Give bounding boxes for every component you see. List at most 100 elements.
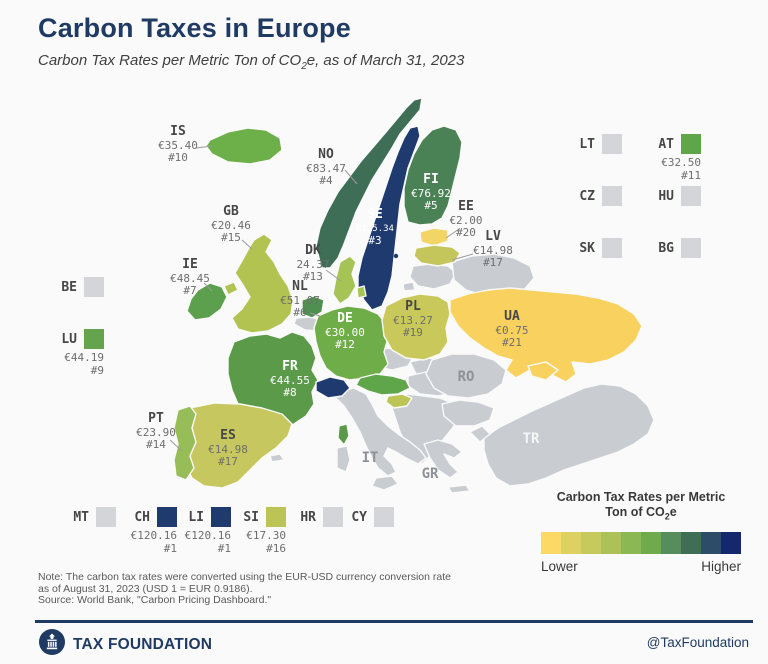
map-label-pl: PL €13.27 #19 <box>393 299 433 339</box>
footnote-line: as of August 31, 2023 (USD 1 = EUR 0.918… <box>38 582 253 595</box>
footnote-line: Source: World Bank, "Carbon Pricing Dash… <box>38 594 272 606</box>
legend-higher-label: Higher <box>701 558 741 574</box>
country-austria <box>355 373 411 396</box>
country-code: LU <box>61 331 77 347</box>
country-bulgaria <box>441 399 495 427</box>
legend-swatch <box>661 531 681 554</box>
country-latvia <box>413 244 461 267</box>
page-title: Carbon Taxes in Europe <box>38 13 351 43</box>
legend-swatch <box>721 531 741 554</box>
swatch-item-lt: LT <box>579 134 622 154</box>
legend-end-labels: Lower Higher <box>541 559 741 574</box>
legend-gradient-bar <box>541 531 741 554</box>
footnote: Note: The carbon tax rates were converte… <box>38 571 451 607</box>
map-label-pt: PT €23.90 #14 <box>136 411 176 451</box>
brand-name: TAX FOUNDATION <box>73 635 213 653</box>
country-ireland <box>186 282 228 321</box>
legend-swatch <box>541 531 561 554</box>
swatch-item-mt: MT <box>73 507 116 527</box>
map-label-no: NO €83.47 #4 <box>306 147 346 187</box>
color-swatch <box>84 329 104 349</box>
island-gotland <box>382 234 388 240</box>
legend-swatch <box>561 531 581 554</box>
country-lithuania <box>409 263 457 290</box>
color-swatch <box>681 134 701 154</box>
color-swatch <box>96 507 116 527</box>
color-swatch <box>681 186 701 206</box>
no-tax-countries <box>269 253 655 494</box>
map-label-dk: DK 24.37 #13 <box>296 243 330 283</box>
swatch-item-si: SI €17.30 #16 <box>243 507 286 555</box>
legend-swatch <box>641 531 661 554</box>
country-code: CZ <box>579 188 595 204</box>
map-label-gr: GR <box>421 466 439 482</box>
color-legend: Carbon Tax Rates per Metric Ton of CO2e … <box>541 490 741 574</box>
swatch-item-li: LI €120.16 #1 <box>185 507 231 555</box>
brand-lockup: TAX FOUNDATION <box>39 629 212 660</box>
country-code: HU <box>658 188 674 204</box>
region-northern-ireland <box>223 281 239 296</box>
country-turkey <box>483 383 655 487</box>
country-code: SK <box>579 240 595 256</box>
country-code: LT <box>579 136 595 152</box>
country-germany <box>313 305 389 381</box>
map-label-es: ES €14.98 #17 <box>208 428 248 468</box>
country-slovenia <box>385 393 413 409</box>
country-turkey-thrace <box>469 425 491 443</box>
country-france <box>227 331 319 429</box>
twitter-handle[interactable]: @TaxFoundation <box>646 635 749 650</box>
legend-title-line1: Carbon Tax Rates per Metric <box>556 490 726 504</box>
map-label-nl: NL €51.07 #6 <box>280 279 320 319</box>
country-code: BG <box>658 240 674 256</box>
country-romania <box>425 353 507 399</box>
country-code: HR <box>300 509 316 525</box>
legend-title-line2: Ton of CO2e <box>605 505 677 522</box>
island-sardinia <box>336 445 351 473</box>
island-zealand <box>356 285 367 299</box>
map-label-fr: FR €44.55 #8 <box>270 359 310 399</box>
map-label-de: DE €30.00 #12 <box>325 311 365 351</box>
country-estonia <box>419 227 449 247</box>
color-swatch <box>266 507 286 527</box>
map-label-ee: EE €2.00 #20 <box>449 199 483 239</box>
country-greece <box>423 439 463 479</box>
map-label-gb: GB €20.46 #15 <box>211 204 251 244</box>
legend-swatch <box>601 531 621 554</box>
country-code: MT <box>73 509 89 525</box>
map-label-it: IT <box>361 450 379 466</box>
legend-swatch <box>701 531 721 554</box>
region-crimea <box>527 361 559 381</box>
map-label-fi: FI €76.92 #5 <box>411 172 451 212</box>
swatch-item-at: AT €32.50 #11 <box>658 134 701 182</box>
island-balearics <box>269 453 285 463</box>
country-norway <box>315 97 423 269</box>
country-iceland <box>205 127 283 165</box>
legend-lower-label: Lower <box>541 558 578 574</box>
country-belarus-russia <box>451 253 535 297</box>
tax-foundation-logo-icon <box>39 629 65 660</box>
tax-countries <box>173 97 643 489</box>
swatch-item-hr: HR <box>300 507 343 527</box>
map-label-tr: TR <box>522 431 540 447</box>
swatch-item-bg: BG <box>658 238 701 258</box>
swatch-item-cz: CZ <box>579 186 622 206</box>
map-label-se: SE €115.34 #3 <box>356 207 394 247</box>
country-netherlands <box>301 295 325 319</box>
map-label-ua: UA €0.75 #21 <box>495 309 529 349</box>
country-code: BE <box>61 279 77 295</box>
color-swatch <box>323 507 343 527</box>
color-swatch <box>374 507 394 527</box>
country-sweden <box>357 125 421 311</box>
map-label-ie: IE €48.45 #7 <box>170 257 210 297</box>
map-label-is: IS €35.40 #10 <box>158 124 198 164</box>
legend-swatch <box>581 531 601 554</box>
country-italy <box>335 387 427 477</box>
swatch-item-cy: CY <box>351 507 394 527</box>
swatch-item-hu: HU <box>658 186 701 206</box>
swatch-item-ch: CH €120.16 #1 <box>131 507 177 555</box>
swatch-item-sk: SK <box>579 238 622 258</box>
label-callout-lines <box>169 145 474 452</box>
country-denmark <box>332 255 357 305</box>
